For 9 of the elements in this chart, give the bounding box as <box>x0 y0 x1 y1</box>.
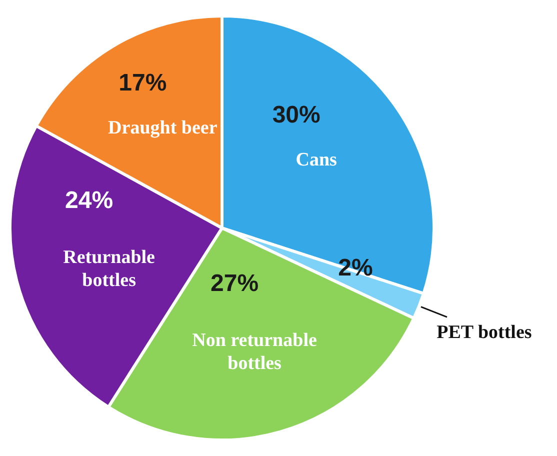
slice-label: Draught beer <box>108 118 218 139</box>
data-label: 17% <box>118 70 167 97</box>
slice-label: Cans <box>296 149 337 170</box>
data-label: 30% <box>272 101 320 128</box>
data-label: 24% <box>65 186 114 214</box>
slice-label: Non returnable bottles <box>192 330 317 374</box>
slice-label: Returnable bottles <box>63 246 155 291</box>
slice-label: PET bottles <box>436 322 532 343</box>
data-label: 27% <box>210 270 259 297</box>
